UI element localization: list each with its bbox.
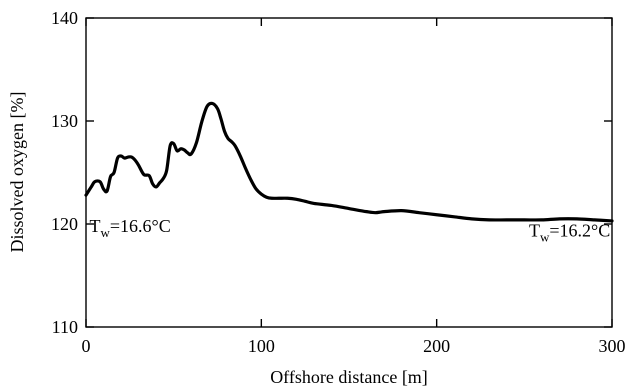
annotation-subscript: w (101, 225, 111, 240)
annotations: Tw=16.6°C Tw=16.2°C (90, 216, 611, 244)
annotation-symbol: T (90, 216, 101, 236)
tick-labels: 0 100 200 300 110 120 130 140 (51, 8, 626, 356)
annotation-subscript: w (540, 229, 550, 244)
x-tick-label: 200 (423, 336, 450, 356)
y-tick-label: 140 (51, 8, 78, 28)
x-tick-label: 0 (82, 336, 91, 356)
plot-frame (85, 17, 613, 328)
series-line-dissolved-oxygen (84, 101, 614, 223)
x-tick-label: 300 (599, 336, 626, 356)
x-tick-label: 100 (248, 336, 275, 356)
y-tick-label: 120 (51, 214, 78, 234)
y-tick-label: 110 (52, 317, 78, 337)
axis-ticks (85, 17, 613, 328)
annotation-symbol: T (529, 220, 540, 240)
annotation-value: =16.2°C (549, 220, 610, 240)
temperature-annotation: Tw=16.6°C (90, 216, 171, 240)
x-axis-title: Offshore distance [m] (270, 367, 428, 387)
y-axis-title: Dissolved oxygen [%] (7, 92, 27, 253)
y-tick-label: 130 (51, 111, 78, 131)
annotation-value: =16.6°C (110, 216, 171, 236)
temperature-annotation: Tw=16.2°C (529, 220, 610, 244)
